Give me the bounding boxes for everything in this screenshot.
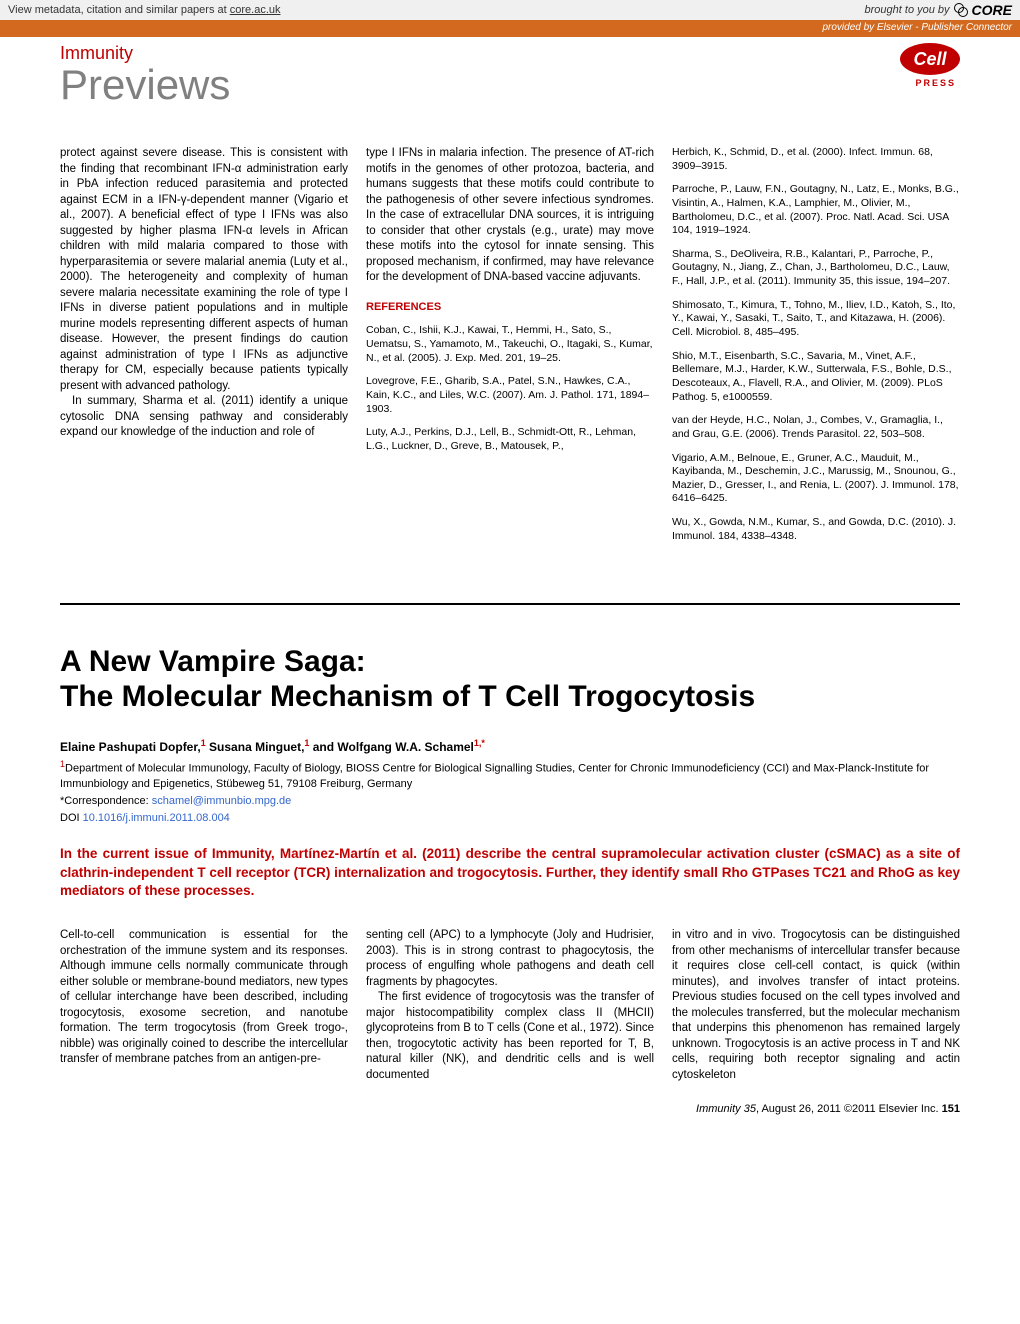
provided-by: provided by Elsevier - Publisher Connect… — [0, 20, 1020, 35]
article1-col2-p1: type I IFNs in malaria infection. The pr… — [366, 146, 654, 286]
cellpress-logo: Cell PRESS — [890, 43, 960, 88]
article2-col3: in vitro and in vivo. Trogocytosis can b… — [672, 928, 960, 1083]
core-link[interactable]: core.ac.uk — [230, 4, 281, 16]
corr-prefix: *Correspondence: — [60, 795, 152, 807]
footer-page: 151 — [939, 1103, 960, 1115]
brought-by: brought to you by CORE — [865, 2, 1012, 18]
title-line1: A New Vampire Saga: — [60, 645, 366, 678]
body-col3-p1: in vitro and in vivo. Trogocytosis can b… — [672, 928, 960, 1083]
corr-email[interactable]: schamel@immunbio.mpg.de — [152, 795, 292, 807]
article1-col3: Herbich, K., Schmid, D., et al. (2000). … — [672, 146, 960, 553]
page-footer: Immunity 35, August 26, 2011 ©2011 Elsev… — [0, 1083, 1020, 1131]
title-line2: The Molecular Mechanism of T Cell Trogoc… — [60, 680, 755, 713]
correspondence: *Correspondence: schamel@immunbio.mpg.de — [60, 794, 960, 809]
body-col1-p1: Cell-to-cell communication is essential … — [60, 928, 348, 1068]
doi-prefix: DOI — [60, 812, 83, 824]
core-icon — [954, 3, 968, 17]
article1-col2: type I IFNs in malaria infection. The pr… — [366, 146, 654, 553]
masthead: Immunity Previews Cell PRESS — [60, 43, 960, 106]
affil-text: Department of Molecular Immunology, Facu… — [60, 763, 929, 790]
article1-columns: protect against severe disease. This is … — [60, 146, 960, 553]
metadata-text: View metadata, citation and similar pape… — [8, 4, 281, 16]
ref-entry: Sharma, S., DeOliveira, R.B., Kalantari,… — [672, 248, 960, 289]
article1-col1: protect against severe disease. This is … — [60, 146, 348, 553]
article2-col1: Cell-to-cell communication is essential … — [60, 928, 348, 1083]
core-logo-text: CORE — [972, 2, 1012, 18]
metadata-prefix: View metadata, citation and similar pape… — [8, 4, 230, 16]
article2-body: Cell-to-cell communication is essential … — [60, 928, 960, 1083]
references-heading: REFERENCES — [366, 300, 654, 315]
article1-col1-p1: protect against severe disease. This is … — [60, 146, 348, 394]
ref-entry: Vigario, A.M., Belnoue, E., Gruner, A.C.… — [672, 452, 960, 507]
body-col2-p1: senting cell (APC) to a lymphocyte (Joly… — [366, 928, 654, 990]
ref-entry: van der Heyde, H.C., Nolan, J., Combes, … — [672, 414, 960, 441]
footer-date: , August 26, 2011 — [756, 1103, 844, 1115]
banner-row-top: View metadata, citation and similar pape… — [0, 0, 1020, 20]
masthead-left: Immunity Previews — [60, 43, 230, 106]
cell-logo-press: PRESS — [915, 78, 956, 88]
abstract: In the current issue of Immunity, Martín… — [60, 845, 960, 900]
brought-prefix: brought to you by — [865, 4, 950, 16]
authors: Elaine Pashupati Dopfer,1 Susana Minguet… — [60, 738, 960, 754]
ref-entry: Luty, A.J., Perkins, D.J., Lell, B., Sch… — [366, 426, 654, 453]
ref-entry: Wu, X., Gowda, N.M., Kumar, S., and Gowd… — [672, 516, 960, 543]
ref-entry: Shimosato, T., Kimura, T., Tohno, M., Il… — [672, 299, 960, 340]
doi-line: DOI 10.1016/j.immuni.2011.08.004 — [60, 811, 960, 826]
ref-entry: Parroche, P., Lauw, F.N., Goutagny, N., … — [672, 183, 960, 238]
footer-journal: Immunity — [696, 1103, 741, 1115]
core-banner: View metadata, citation and similar pape… — [0, 0, 1020, 37]
doi-link[interactable]: 10.1016/j.immuni.2011.08.004 — [83, 812, 230, 824]
article1-col1-p2: In summary, Sharma et al. (2011) identif… — [60, 394, 348, 441]
ref-entry: Coban, C., Ishii, K.J., Kawai, T., Hemmi… — [366, 324, 654, 365]
article-divider — [60, 603, 960, 605]
footer-copyright: ©2011 Elsevier Inc. — [844, 1103, 939, 1115]
footer-vol: 35 — [741, 1103, 756, 1115]
ref-entry: Herbich, K., Schmid, D., et al. (2000). … — [672, 146, 960, 173]
body-col2-p2: The first evidence of trogocytosis was t… — [366, 990, 654, 1083]
section-name: Previews — [60, 64, 230, 106]
cell-logo-oval: Cell — [900, 43, 960, 75]
ref-entry: Shio, M.T., Eisenbarth, S.C., Savaria, M… — [672, 350, 960, 405]
ref-entry: Lovegrove, F.E., Gharib, S.A., Patel, S.… — [366, 375, 654, 416]
article2-title: A New Vampire Saga: The Molecular Mechan… — [60, 645, 960, 714]
article2-col2: senting cell (APC) to a lymphocyte (Joly… — [366, 928, 654, 1083]
affiliation: 1Department of Molecular Immunology, Fac… — [60, 758, 960, 791]
